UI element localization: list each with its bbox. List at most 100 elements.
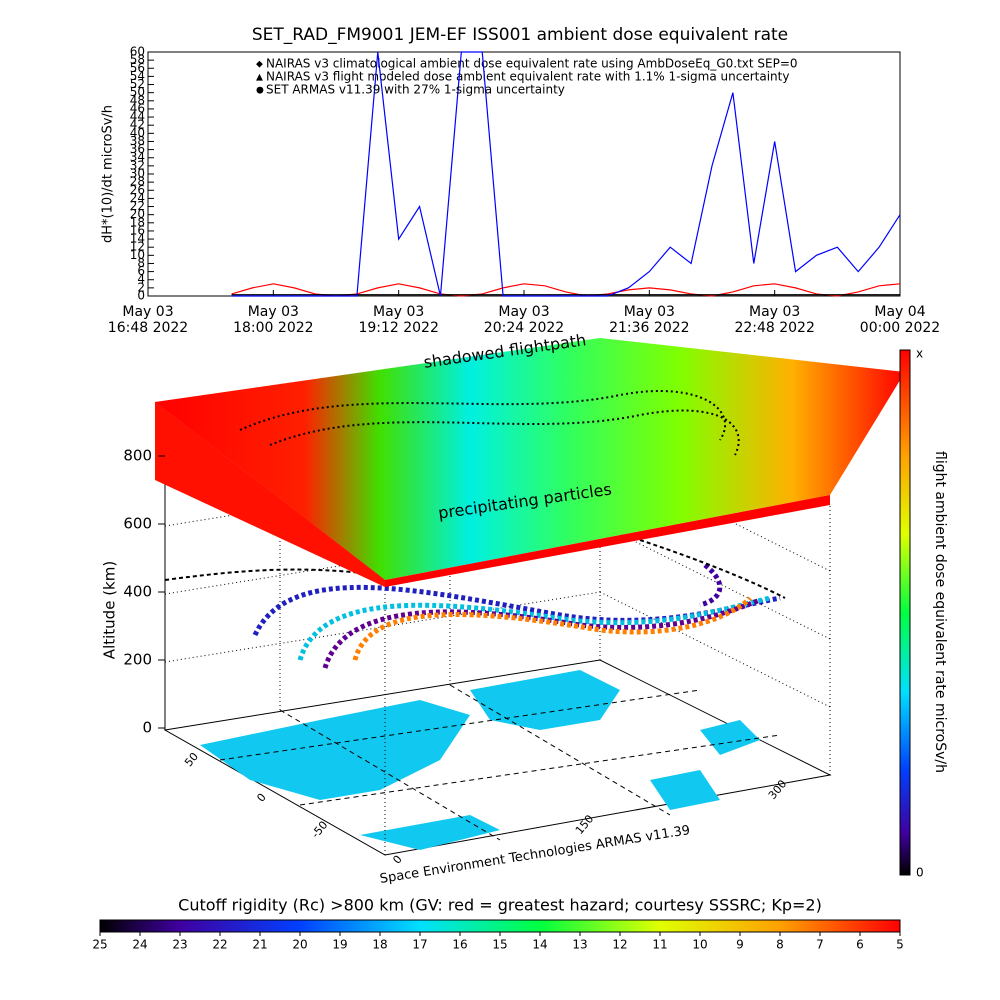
lon-tick-label: 0 — [390, 853, 404, 867]
x-tick-label: 22:48 2022 — [734, 320, 814, 336]
y-tick-label: 30 — [130, 167, 145, 181]
x-tick-label: 19:12 2022 — [358, 320, 438, 336]
y-tick-label: 2 — [137, 280, 145, 294]
shadow-path — [269, 409, 740, 456]
colorbar-tick-label: 13 — [572, 938, 587, 952]
colorbar-tick-label: 19 — [332, 938, 347, 952]
lat-tick-label: 0 — [254, 791, 268, 805]
y-tick-label: 26 — [130, 183, 145, 197]
y-tick-label: 56 — [130, 61, 145, 75]
y-tick-label: 28 — [130, 175, 145, 189]
colorbar-tick-label: 9 — [736, 938, 744, 952]
y-tick-label: 6 — [137, 264, 145, 278]
colorbar-tick-label: 12 — [612, 938, 627, 952]
x-tick-label: May 03 — [373, 304, 424, 320]
y-tick-label: 54 — [130, 69, 145, 83]
x-tick-label: May 04 — [874, 304, 925, 320]
y-tick-label: 42 — [130, 118, 145, 132]
z-tick-label: 0 — [142, 719, 152, 737]
land — [200, 670, 760, 850]
z-tick-label: 600 — [123, 515, 152, 533]
x-tick-label: 21:36 2022 — [609, 320, 689, 336]
slab-front — [155, 402, 385, 587]
colorbar-tick-label: 15 — [492, 938, 507, 952]
x-tick-label: May 03 — [248, 304, 299, 320]
y-tick-label: 16 — [130, 223, 145, 237]
y-tick-label: 14 — [130, 232, 145, 246]
flight-paths — [164, 539, 786, 669]
colorbar-tick-label: 23 — [172, 938, 187, 952]
y-tick-label: 20 — [130, 207, 145, 221]
rigidity-colorbar — [99, 919, 901, 933]
x-tick-label: May 03 — [122, 304, 173, 320]
y-tick-label: 8 — [137, 256, 145, 270]
y-tick-label: 24 — [130, 191, 145, 205]
lat-tick-label: 50 — [182, 750, 201, 769]
dose-colorbar — [899, 349, 911, 876]
y-tick-label: 4 — [137, 272, 145, 286]
slab-top — [155, 338, 905, 580]
series-line — [231, 283, 901, 297]
y-tick-label: 48 — [130, 93, 145, 107]
y-tick-label: 44 — [130, 110, 145, 124]
y-tick-label: 32 — [130, 158, 145, 172]
colorbar-tick-label: 14 — [532, 938, 547, 952]
legend-label: NAIRAS v3 flight modeled dose ambient eq… — [266, 70, 789, 84]
chart-title: SET_RAD_FM9001 JEM-EF ISS001 ambient dos… — [252, 25, 788, 45]
colorbar-tick-label: 25 — [92, 938, 107, 952]
series-line — [231, 51, 901, 297]
y-tick-label: 22 — [130, 199, 145, 213]
y-tick-label: 0 — [137, 289, 145, 303]
colorbar-tick-label: 21 — [252, 938, 267, 952]
legend-label: SET ARMAS v11.39 with 27% 1-sigma uncert… — [266, 83, 565, 97]
y-tick-label: 46 — [130, 101, 145, 115]
y-tick-label: 40 — [130, 126, 145, 140]
y-tick-label: 12 — [130, 240, 145, 254]
z-axis-label: Altitude (km) — [101, 561, 119, 659]
y-tick-label: 58 — [130, 53, 145, 67]
x-tick-label: May 03 — [624, 304, 675, 320]
x-tick-label: 20:24 2022 — [484, 320, 564, 336]
legend-marker: ▲ — [256, 73, 263, 83]
legend-label: NAIRAS v3 climatological ambient dose eq… — [266, 57, 798, 71]
colorbar-tick-label: 8 — [776, 938, 784, 952]
z-tick-label: 400 — [123, 583, 152, 601]
dose-colorbar-top: x — [916, 347, 923, 361]
colorbar-tick-label: 20 — [292, 938, 307, 952]
x-tick-label: 16:48 2022 — [108, 320, 188, 336]
dose-colorbar-bottom: 0 — [916, 866, 924, 880]
z-tick-label: 800 — [123, 447, 152, 465]
y-tick-label: 10 — [130, 248, 145, 262]
colorbar-tick-label: 18 — [372, 938, 387, 952]
legend-marker: ● — [256, 86, 264, 96]
dose-colorbar-label: flight ambient dose equivalent rate micr… — [932, 451, 948, 773]
shadow-path — [239, 390, 727, 441]
y-tick-label: 38 — [130, 134, 145, 148]
colorbar-tick-label: 5 — [896, 938, 904, 952]
y-tick-label: 18 — [130, 215, 145, 229]
y-axis-label: dH*(10)/dt microSv/h — [101, 105, 116, 243]
x-tick-label: 00:00 2022 — [860, 320, 940, 336]
colorbar-tick-label: 17 — [412, 938, 427, 952]
x-tick-label: May 03 — [498, 304, 549, 320]
colorbar-tick-label: 7 — [816, 938, 824, 952]
y-tick-label: 60 — [130, 45, 145, 59]
y-tick-label: 50 — [130, 85, 145, 99]
legend-marker: ◆ — [256, 60, 263, 70]
x-tick-label: 18:00 2022 — [233, 320, 313, 336]
colorbar-tick-label: 16 — [452, 938, 467, 952]
colorbar-tick-label: 11 — [652, 938, 667, 952]
globe-panel — [155, 338, 905, 856]
x-tick-label: May 03 — [749, 304, 800, 320]
y-tick-label: 52 — [130, 77, 145, 91]
colorbar-tick-label: 10 — [692, 938, 707, 952]
colorbar-tick-label: 24 — [132, 938, 147, 952]
y-tick-label: 36 — [130, 142, 145, 156]
z-tick-label: 200 — [123, 651, 152, 669]
colorbar-tick-label: 6 — [856, 938, 864, 952]
y-tick-label: 34 — [130, 150, 145, 164]
colorbar-tick-label: 22 — [212, 938, 227, 952]
rigidity-colorbar-title: Cutoff rigidity (Rc) >800 km (GV: red = … — [178, 896, 822, 915]
floor-grid — [219, 684, 781, 841]
